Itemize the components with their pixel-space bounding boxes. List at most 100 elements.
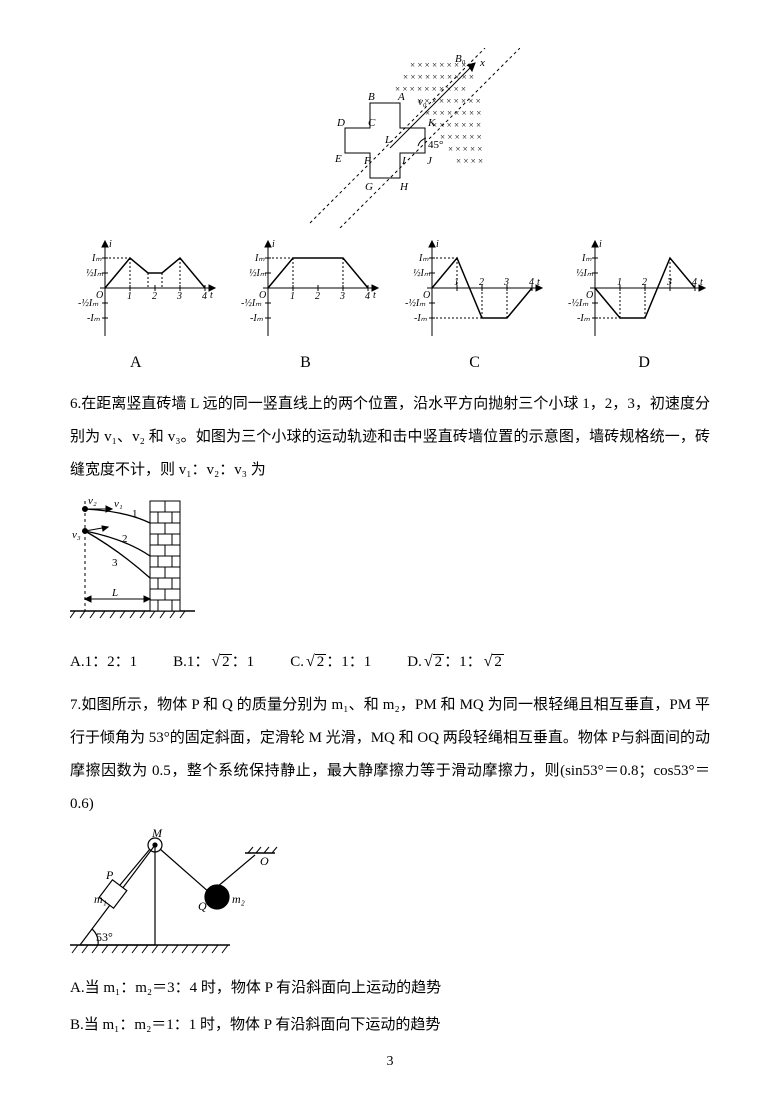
graph-labels-row: A B C D xyxy=(70,345,710,380)
svg-text:-Iₘ: -Iₘ xyxy=(250,313,264,324)
svg-text:i: i xyxy=(436,239,439,250)
q7-text: 7.如图所示，物体 P 和 Q 的质量分别为 m₁、和 m₂，PM 和 MQ 为… xyxy=(70,689,710,821)
svg-text:4: 4 xyxy=(692,277,697,288)
svg-text:x: x xyxy=(479,57,485,69)
svg-text:3: 3 xyxy=(503,277,509,288)
q7-opt-a: A.当 m₁：m₂＝3：4 时，物体 P 有沿斜面向上运动的趋势 xyxy=(70,972,710,1005)
svg-text:½Iₘ: ½Iₘ xyxy=(86,268,104,279)
svg-text:1: 1 xyxy=(132,508,138,520)
label-b: B xyxy=(300,345,311,380)
svg-text:F: F xyxy=(363,155,371,167)
svg-text:1: 1 xyxy=(290,291,295,302)
svg-text:1: 1 xyxy=(127,291,132,302)
svg-text:4: 4 xyxy=(529,277,534,288)
svg-text:P: P xyxy=(105,868,114,882)
svg-text:B₀: B₀ xyxy=(455,53,466,65)
svg-text:m₁: m₁ xyxy=(94,892,107,906)
label-d: D xyxy=(638,345,650,380)
svg-text:-½Iₘ: -½Iₘ xyxy=(568,298,589,309)
svg-text:L: L xyxy=(384,134,391,146)
svg-text:× × × × × × × × × ×: × × × × × × × × × × xyxy=(403,72,474,82)
svg-text:½Iₘ: ½Iₘ xyxy=(249,268,267,279)
svg-text:v₁: v₁ xyxy=(114,498,123,510)
q7-opt-b: B.当 m₁：m₂＝1：1 时，物体 P 有沿斜面向下运动的趋势 xyxy=(70,1009,710,1042)
svg-text:t: t xyxy=(373,290,376,301)
svg-text:Iₘ: Iₘ xyxy=(581,253,592,264)
svg-text:Iₘ: Iₘ xyxy=(418,253,429,264)
svg-text:3: 3 xyxy=(112,557,118,569)
svg-text:M: M xyxy=(151,826,163,840)
svg-text:3: 3 xyxy=(666,277,672,288)
graph-d: Iₘ½IₘO -½Iₘ-Iₘ 1234 ti xyxy=(560,236,710,341)
q6-opt-d: D.2：1：2 xyxy=(407,644,504,679)
svg-text:G: G xyxy=(365,181,373,193)
svg-text:B: B xyxy=(368,91,375,103)
q6-opt-c: C.2：1：1 xyxy=(290,644,371,679)
svg-text:i: i xyxy=(599,239,602,250)
svg-text:45°: 45° xyxy=(428,139,443,151)
svg-text:2: 2 xyxy=(479,277,484,288)
svg-text:-Iₘ: -Iₘ xyxy=(87,313,101,324)
svg-text:2: 2 xyxy=(152,291,157,302)
label-a: A xyxy=(130,345,142,380)
svg-text:v₀: v₀ xyxy=(418,96,427,108)
svg-text:-½Iₘ: -½Iₘ xyxy=(405,298,426,309)
svg-text:½Iₘ: ½Iₘ xyxy=(413,268,431,279)
page-number: 3 xyxy=(0,1047,780,1078)
svg-text:× × × ×: × × × × xyxy=(456,156,483,166)
svg-text:v₂: v₂ xyxy=(88,495,97,507)
q6-opt-b: B.1：2：1 xyxy=(173,644,254,679)
q6-text: 6.在距离竖直砖墙 L 远的同一竖直线上的两个位置，沿水平方向抛射三个小球 1，… xyxy=(70,388,710,487)
graph-a: Iₘ½IₘO -½Iₘ-Iₘ 1234 ti xyxy=(70,236,220,341)
q6-figure: v₂ v₁ v₃ 1 23 L xyxy=(70,491,710,634)
svg-text:2: 2 xyxy=(122,533,128,545)
q7-figure: M P m₁ Q m₂ O 53° xyxy=(70,825,710,968)
svg-text:Iₘ: Iₘ xyxy=(91,253,102,264)
svg-text:½Iₘ: ½Iₘ xyxy=(576,268,594,279)
svg-text:I: I xyxy=(401,155,407,167)
svg-text:m₂: m₂ xyxy=(232,892,245,906)
svg-text:Iₘ: Iₘ xyxy=(254,253,265,264)
svg-text:J: J xyxy=(427,155,433,167)
svg-text:O: O xyxy=(260,854,269,868)
svg-text:t: t xyxy=(537,277,540,288)
svg-text:D: D xyxy=(336,117,345,129)
svg-text:3: 3 xyxy=(339,291,345,302)
q6-opt-a: A.1：2：1 xyxy=(70,646,137,679)
svg-text:× × × × × × × × × ×: × × × × × × × × × × xyxy=(395,84,466,94)
svg-text:-Iₘ: -Iₘ xyxy=(414,313,428,324)
svg-text:× × × × ×: × × × × × xyxy=(448,144,482,154)
svg-text:A: A xyxy=(397,91,405,103)
svg-text:i: i xyxy=(109,239,112,250)
svg-text:2: 2 xyxy=(315,291,320,302)
svg-text:53°: 53° xyxy=(96,930,113,944)
svg-text:4: 4 xyxy=(365,291,370,302)
svg-text:K: K xyxy=(427,117,436,129)
svg-text:3: 3 xyxy=(176,291,182,302)
cross-field-svg: × × × × × × × × × × × × × × × × × × × × … xyxy=(260,48,520,228)
q6-options: A.1：2：1 B.1：2：1 C.2：1：1 D.2：1：2 xyxy=(70,644,710,679)
q5-figure: × × × × × × × × × × × × × × × × × × × × … xyxy=(70,48,710,228)
svg-text:C: C xyxy=(368,117,376,129)
svg-text:× × × × × ×: × × × × × × xyxy=(440,132,482,142)
graph-b: Iₘ½IₘO -½Iₘ-Iₘ 1234 ti xyxy=(233,236,383,341)
svg-text:E: E xyxy=(334,153,342,165)
svg-text:4: 4 xyxy=(202,291,207,302)
svg-text:H: H xyxy=(399,181,409,193)
svg-text:t: t xyxy=(700,277,703,288)
svg-text:v₃: v₃ xyxy=(72,529,81,541)
label-c: C xyxy=(469,345,480,380)
graph-c: Iₘ½IₘO -½Iₘ-Iₘ 1234 ti xyxy=(397,236,547,341)
svg-text:2: 2 xyxy=(642,277,647,288)
svg-text:-Iₘ: -Iₘ xyxy=(577,313,591,324)
svg-text:1: 1 xyxy=(617,277,622,288)
graphs-row: Iₘ½IₘO -½Iₘ-Iₘ 1234 ti Iₘ½IₘO -½Iₘ-Iₘ 12… xyxy=(70,236,710,341)
svg-text:Q: Q xyxy=(198,899,207,913)
svg-text:× × × × × × ×: × × × × × × × xyxy=(432,120,481,130)
svg-text:t: t xyxy=(210,290,213,301)
svg-text:i: i xyxy=(272,239,275,250)
svg-text:L: L xyxy=(111,587,118,599)
svg-text:-½Iₘ: -½Iₘ xyxy=(241,298,262,309)
svg-text:1: 1 xyxy=(454,277,459,288)
svg-text:-½Iₘ: -½Iₘ xyxy=(78,298,99,309)
